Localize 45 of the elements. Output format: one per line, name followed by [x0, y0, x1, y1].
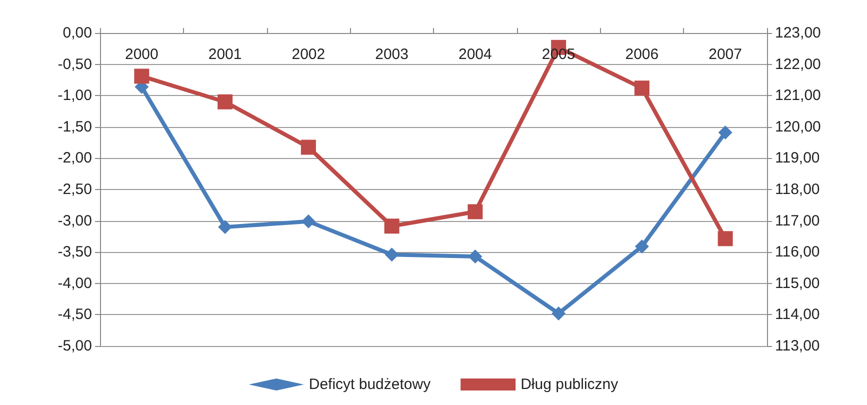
point [468, 204, 483, 220]
y2-tick-label: 118,00 [775, 181, 820, 198]
y2-tick-label: 116,00 [775, 244, 820, 261]
point [134, 68, 150, 84]
y-tick-label: 0,00 [62, 24, 92, 42]
y2-tick-label: 123,00 [775, 24, 821, 42]
y2-tick-label: 117,00 [775, 212, 820, 230]
y2-tick-label: 115,00 [775, 274, 820, 292]
x-tick-label: 2004 [458, 46, 492, 63]
y2-tick-label: 121,00 [775, 87, 821, 104]
y-tick-label: -2,50 [58, 181, 92, 198]
x-tick-label: 2007 [708, 46, 742, 63]
y2-tick-label: 119,00 [775, 150, 820, 167]
point [384, 248, 399, 262]
x-tick-label: 2001 [208, 46, 242, 63]
y2-tick-label: 122,00 [775, 56, 821, 73]
point [300, 140, 316, 155]
point [218, 220, 232, 234]
y-tick-label: -0,50 [58, 56, 92, 73]
y2-tick-label: 114,00 [775, 306, 820, 324]
point [634, 80, 650, 96]
y-tick-label: -2,00 [58, 150, 92, 167]
x-tick-label: 2003 [375, 46, 408, 63]
y-tick-label: -3,00 [58, 212, 92, 230]
point [384, 218, 400, 234]
y-tick-label: -1,00 [58, 87, 92, 104]
legend-label: Deficyt budżetowy [308, 376, 432, 393]
y2-tick-label: 120,00 [775, 118, 821, 136]
point [468, 249, 482, 264]
point [634, 239, 649, 254]
point [718, 126, 732, 140]
y-tick-label: -1,50 [58, 118, 92, 136]
x-tick-label: 2002 [292, 46, 326, 63]
point [301, 214, 316, 228]
y-tick-label: -5,00 [58, 338, 92, 354]
y-tick-label: -4,50 [58, 306, 92, 324]
x-tick-label: 2006 [625, 46, 659, 63]
point [218, 94, 233, 110]
y2-tick-label: 113,00 [775, 338, 820, 354]
point [718, 231, 733, 246]
y-tick-label: -4,00 [58, 274, 92, 292]
legend-label: Dług publiczny [520, 376, 619, 393]
x-tick-label: 2000 [125, 46, 158, 63]
y-tick-label: -3,50 [58, 244, 92, 261]
point [552, 306, 566, 320]
